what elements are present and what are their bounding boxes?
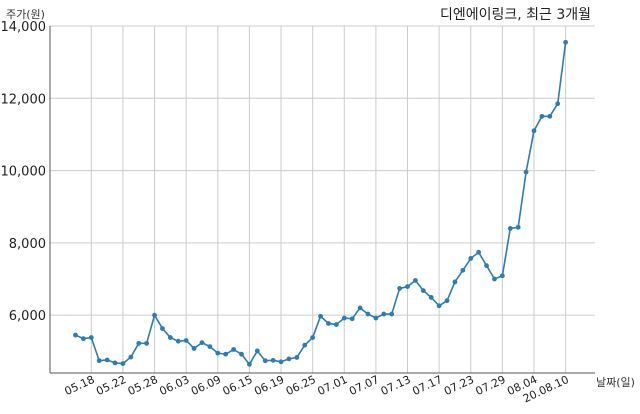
y-tick-labels: 6,000 8,000 10,000 12,000 14,000 [1,20,47,324]
y-tick-label: 8,000 [9,237,46,252]
x-tick-label: 05.22 [94,373,128,398]
data-point [523,169,529,175]
data-point [167,335,173,340]
data-point [175,338,181,344]
data-point [397,286,403,291]
y-axis-label: 주가(원) [6,8,45,21]
data-point [215,350,221,356]
data-point [492,276,497,282]
data-point [381,311,387,317]
data-point [128,354,134,360]
data-point [239,351,244,357]
y-tick-label: 14,000 [1,20,47,35]
x-tick-label: 07.01 [315,373,349,398]
data-point [555,101,561,107]
data-point [357,305,363,311]
data-point [160,326,165,331]
x-tick-labels: 05.1805.2205.2806.0306.0906.1506.1906.25… [63,373,571,405]
data-point [333,322,339,327]
x-tick-label: 07.29 [474,373,508,398]
x-tick-label: 06.15 [221,373,255,398]
horizontal-grid [50,25,595,316]
data-point [254,348,260,354]
data-point [120,361,126,367]
data-point [531,128,537,134]
data-point [302,342,308,348]
chart-title: 디엔에이링크, 최근 3개월 [440,7,591,23]
data-point [341,315,347,321]
x-tick-label: 06.19 [252,373,286,398]
data-point [326,321,331,326]
y-tick-label: 10,000 [1,165,47,180]
y-tick-label: 6,000 [9,309,46,324]
y-tick-label: 12,000 [1,92,47,107]
data-point [286,356,292,362]
data-point [547,113,553,119]
x-tick-label: 05.28 [126,373,160,398]
data-point [73,332,78,338]
data-point [349,316,355,322]
data-point [318,313,323,319]
data-point [405,284,410,290]
x-tick-label: 07.17 [410,373,444,398]
data-point [563,39,569,45]
data-point [96,358,102,364]
data-point [136,340,142,346]
data-point [152,312,157,318]
data-point [460,267,466,273]
data-point [373,315,379,321]
x-tick-label: 07.07 [347,373,381,398]
vertical-grid [90,26,567,373]
data-point [183,338,189,343]
data-point [310,335,316,340]
data-point [444,298,450,304]
data-point [81,336,86,342]
data-point [207,344,213,350]
data-point [104,357,110,363]
data-point [144,340,150,346]
x-tick-label: 07.23 [442,373,476,398]
data-point [247,361,252,367]
data-point [515,224,521,230]
x-tick-label: 06.09 [189,373,223,398]
x-tick-label: 07.13 [379,373,413,398]
data-point [468,256,474,261]
x-tick-label: 06.03 [157,373,191,398]
data-point [539,113,545,119]
data-point [294,355,300,360]
data-point [452,279,458,285]
data-point [223,351,229,357]
data-point [507,226,513,231]
x-axis-label: 날짜(일) [596,375,635,389]
data-point [199,340,205,346]
data-point [413,278,418,283]
data-point [270,357,276,363]
data-point [476,249,482,255]
data-point [499,273,505,279]
data-point [484,263,489,269]
data-point [436,303,442,309]
data-point [112,360,118,366]
data-point [389,311,395,317]
data-point [191,346,197,351]
data-point [365,311,371,317]
x-tick-label: 05.18 [63,373,97,398]
data-point [278,359,284,365]
data-point [262,358,268,364]
data-point [231,347,237,352]
data-point [88,335,94,340]
data-point [428,295,434,300]
data-points [73,39,569,367]
x-tick-label: 06.25 [284,373,318,398]
data-point [420,288,426,293]
